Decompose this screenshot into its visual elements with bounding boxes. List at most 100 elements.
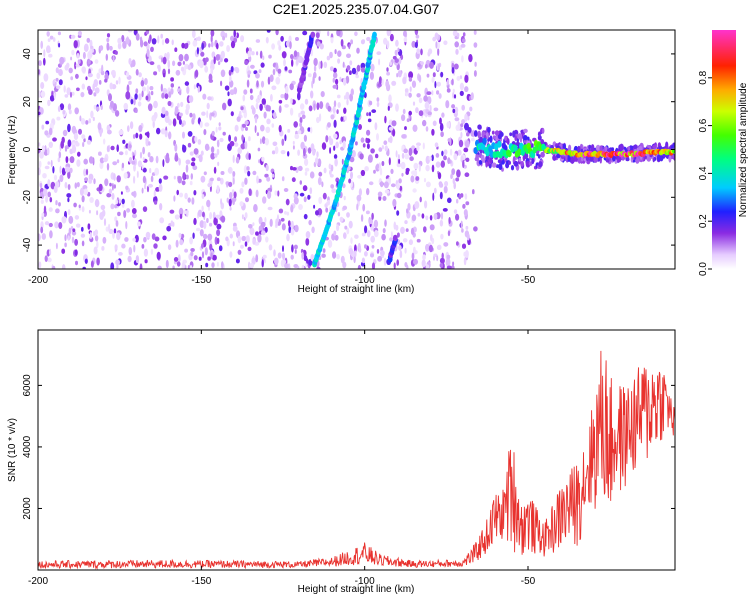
noise-speckle (464, 86, 469, 93)
noise-speckle (281, 51, 287, 59)
noise-speckle (206, 110, 209, 119)
noise-speckle (266, 118, 271, 125)
noise-speckle (74, 238, 78, 246)
noise-speckle (61, 264, 66, 269)
noise-speckle (392, 55, 397, 60)
noise-speckle (316, 41, 321, 47)
noise-speckle (348, 178, 352, 184)
noise-speckle (190, 251, 194, 257)
noise-speckle (75, 73, 79, 79)
noise-speckle (57, 157, 61, 163)
noise-speckle (74, 215, 80, 220)
noise-speckle (417, 63, 421, 68)
noise-speckle (98, 80, 102, 85)
noise-speckle (140, 39, 144, 48)
noise-speckle (114, 204, 117, 209)
noise-speckle (380, 181, 384, 188)
noise-speckle (55, 200, 58, 206)
noise-speckle (71, 49, 75, 56)
noise-speckle (470, 131, 474, 137)
noise-speckle (43, 188, 48, 197)
noise-speckle (358, 188, 362, 197)
noise-speckle (369, 100, 373, 106)
noise-speckle (290, 98, 293, 105)
noise-speckle (166, 225, 172, 232)
tone-halo (518, 158, 522, 162)
noise-speckle (189, 151, 194, 156)
noise-speckle (201, 42, 205, 50)
noise-speckle (143, 41, 148, 47)
noise-speckle (325, 207, 329, 213)
noise-speckle (78, 204, 81, 209)
noise-speckle (204, 247, 208, 256)
noise-speckle (252, 170, 257, 176)
noise-speckle (306, 258, 309, 264)
noise-speckle (275, 76, 281, 85)
noise-speckle (247, 246, 252, 252)
noise-speckle (474, 61, 477, 67)
noise-speckle (61, 216, 67, 224)
noise-speckle (336, 109, 339, 114)
noise-speckle (40, 40, 43, 50)
noise-speckle (356, 194, 362, 202)
noise-speckle (249, 88, 253, 94)
noise-speckle (330, 114, 335, 120)
noise-speckle (151, 233, 156, 240)
tone-halo (487, 126, 491, 133)
noise-speckle (228, 198, 232, 207)
tone-halo (523, 128, 528, 133)
noise-speckle (432, 192, 435, 201)
noise-speckle (68, 227, 72, 235)
noise-speckle (383, 140, 388, 145)
noise-speckle (135, 88, 139, 94)
noise-speckle (342, 61, 345, 68)
noise-speckle (48, 141, 53, 148)
noise-speckle (274, 146, 279, 155)
tone-halo (627, 146, 631, 151)
noise-speckle (399, 185, 403, 192)
noise-speckle (52, 80, 56, 84)
tone-core (513, 144, 518, 152)
noise-speckle (300, 103, 305, 110)
x-tick-label: -150 (191, 576, 211, 587)
noise-speckle (83, 168, 87, 177)
noise-speckle (273, 249, 276, 257)
noise-speckle (297, 130, 302, 135)
noise-speckle (273, 111, 277, 119)
y-tick-label: 4000 (22, 435, 33, 458)
noise-speckle (76, 159, 81, 167)
noise-speckle (437, 47, 440, 56)
tone-halo (638, 146, 643, 151)
noise-speckle (179, 192, 184, 198)
noise-speckle (320, 91, 325, 98)
noise-speckle (219, 137, 224, 143)
noise-speckle (240, 106, 244, 111)
noise-speckle (270, 94, 273, 102)
noise-speckle (128, 80, 132, 85)
noise-speckle (332, 77, 335, 83)
noise-speckle (46, 31, 50, 37)
trace-blob (372, 31, 377, 38)
tone-halo (491, 162, 497, 168)
noise-speckle (459, 75, 463, 80)
noise-speckle (418, 164, 421, 172)
tone-halo (508, 160, 511, 165)
noise-speckle (321, 181, 324, 188)
noise-speckle (207, 233, 213, 241)
noise-speckle (339, 140, 342, 145)
noise-speckle (138, 125, 143, 133)
noise-speckle (369, 111, 371, 117)
noise-speckle (330, 37, 334, 44)
noise-speckle (356, 47, 360, 54)
noise-speckle (312, 75, 315, 85)
noise-speckle (158, 183, 163, 192)
noise-speckle (71, 125, 77, 134)
noise-speckle (348, 43, 351, 50)
noise-speckle (402, 238, 408, 243)
noise-speckle (172, 265, 175, 269)
noise-speckle (299, 192, 305, 197)
noise-speckle (428, 156, 432, 161)
snr-axes: -200 -150 -100 -50 2000 4000 6000 (22, 330, 675, 587)
noise-speckle (456, 198, 459, 204)
noise-speckle (318, 171, 323, 177)
